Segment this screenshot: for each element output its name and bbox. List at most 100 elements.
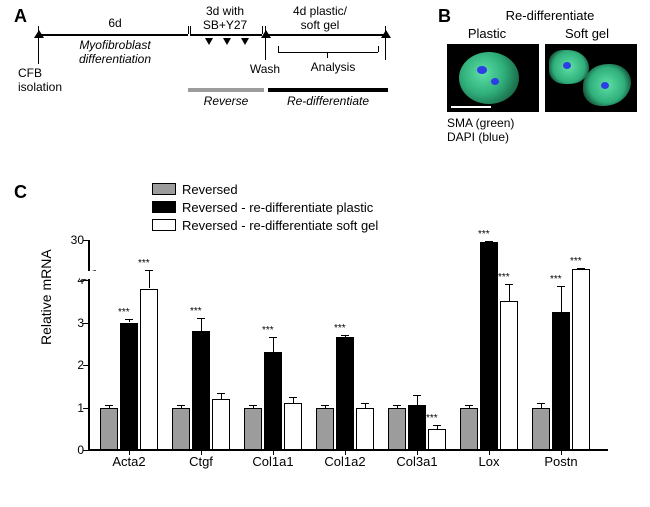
bar-Col1a1-b	[264, 352, 282, 450]
x-axis-label: Lox	[454, 454, 524, 469]
bar-Col1a2-c	[356, 408, 374, 451]
bar-Acta2-b	[120, 323, 138, 451]
errorbar-cap	[413, 395, 421, 396]
wash-arrow-head	[261, 30, 271, 38]
significance-marker: ***	[262, 325, 274, 336]
bar-Acta2-c	[140, 289, 158, 451]
errorbar	[509, 284, 510, 301]
legend-label-b: Reversed - re-differentiate plastic	[182, 200, 373, 215]
bar-Postn-b	[552, 312, 570, 450]
y-tick-label: 1	[60, 401, 84, 415]
bar-Ctgf-b	[192, 331, 210, 450]
significance-marker: ***	[334, 323, 346, 334]
rediff-name: Re-differentiate	[268, 94, 388, 108]
bar-Postn-a	[532, 408, 550, 451]
panelb-caption2: DAPI (blue)	[447, 130, 567, 144]
rediff-bar	[268, 88, 388, 92]
panelb-title: Re-differentiate	[485, 8, 615, 23]
significance-marker: ***	[478, 229, 490, 240]
x-axis-label: Postn	[526, 454, 596, 469]
errorbar	[149, 270, 150, 289]
legend-swatch-a	[152, 183, 176, 195]
analysis-bracket-c	[327, 52, 328, 58]
panel-b-images: Re-differentiate Plastic Soft gel SMA (g…	[435, 8, 640, 148]
y-tick	[83, 323, 88, 324]
errorbar-cap	[361, 403, 369, 404]
x-axis-label: Col3a1	[382, 454, 452, 469]
panel-label-c: C	[14, 182, 27, 203]
chart-legend: Reversed Reversed - re-differentiate pla…	[152, 180, 378, 234]
y-tick-label: 2	[60, 358, 84, 372]
micrograph-plastic	[447, 44, 539, 112]
significance-marker: ***	[498, 272, 510, 283]
panelb-col1: Plastic	[447, 26, 527, 41]
axis-break-mask	[80, 271, 96, 279]
errorbar-cap	[289, 397, 297, 398]
legend-label-a: Reversed	[182, 182, 238, 197]
bar-Lox-b	[480, 242, 498, 450]
phase2-line	[190, 34, 262, 36]
y-tick	[83, 365, 88, 366]
y-tick-label: 0	[60, 443, 84, 457]
y-tick-label: 3	[60, 316, 84, 330]
analysis-bracket-r	[378, 46, 379, 52]
y-tick	[83, 408, 88, 409]
errorbar-cap	[341, 335, 349, 336]
significance-marker: ***	[190, 306, 202, 317]
legend-swatch-b	[152, 201, 176, 213]
legend-label-c: Reversed - re-differentiate soft gel	[182, 218, 378, 233]
errorbar-cap	[465, 405, 473, 406]
panelb-caption1: SMA (green)	[447, 116, 567, 130]
errorbar-cap	[197, 318, 205, 319]
dose-tri-1	[205, 38, 213, 45]
legend-swatch-c	[152, 219, 176, 231]
y-axis-label: Relative mRNA	[38, 249, 54, 345]
phase1-sub: Myofibroblast differentiation	[60, 38, 170, 66]
phase2-start-tick	[190, 26, 191, 34]
errorbar-cap	[505, 284, 513, 285]
phase2-label: 3d with SB+Y27	[190, 4, 260, 32]
cfb-arrow-head	[34, 30, 44, 38]
errorbar-cap	[125, 319, 133, 320]
cfb-arrow-stem	[38, 36, 39, 64]
errorbar	[561, 286, 562, 312]
bar-Lox-c	[500, 301, 518, 450]
errorbar-cap	[217, 393, 225, 394]
reverse-name: Reverse	[188, 94, 264, 108]
errorbar-cap	[485, 241, 493, 242]
phase1-duration: 6d	[75, 16, 155, 30]
analysis-label: Analysis	[298, 60, 368, 74]
significance-marker: ***	[118, 307, 130, 318]
panelb-col2: Soft gel	[547, 26, 627, 41]
micrograph-softgel	[545, 44, 637, 112]
errorbar-cap	[249, 405, 257, 406]
bar-Col1a2-b	[336, 337, 354, 450]
analysis-bracket-l	[278, 46, 279, 52]
bar-Col3a1-c	[428, 429, 446, 450]
dose-tri-3	[241, 38, 249, 45]
bar-Lox-a	[460, 408, 478, 451]
significance-marker: ***	[570, 256, 582, 267]
x-axis-label: Col1a1	[238, 454, 308, 469]
panel-c-chart: Reversed Reversed - re-differentiate pla…	[30, 180, 630, 490]
errorbar-cap	[269, 337, 277, 338]
significance-marker: ***	[426, 413, 438, 424]
errorbar-cap	[177, 405, 185, 406]
errorbar-cap	[557, 286, 565, 287]
errorbar-cap	[145, 270, 153, 271]
errorbar-cap	[433, 425, 441, 426]
y-tick	[83, 450, 88, 451]
wash-arrow-stem	[265, 36, 266, 60]
errorbar-cap	[393, 405, 401, 406]
phase3-line	[265, 34, 385, 36]
significance-marker: ***	[138, 258, 150, 269]
phase1-end-tick	[188, 26, 189, 34]
x-axis-label: Acta2	[94, 454, 164, 469]
panel-a-timeline: 6d Myofibroblast differentiation CFB iso…	[20, 8, 420, 128]
errorbar-cap	[105, 405, 113, 406]
scale-bar-icon	[451, 106, 491, 108]
analysis-bracket-h	[278, 52, 378, 53]
errorbar	[417, 395, 418, 406]
cfb-label: CFB isolation	[18, 66, 78, 94]
errorbar-cap	[577, 268, 585, 269]
